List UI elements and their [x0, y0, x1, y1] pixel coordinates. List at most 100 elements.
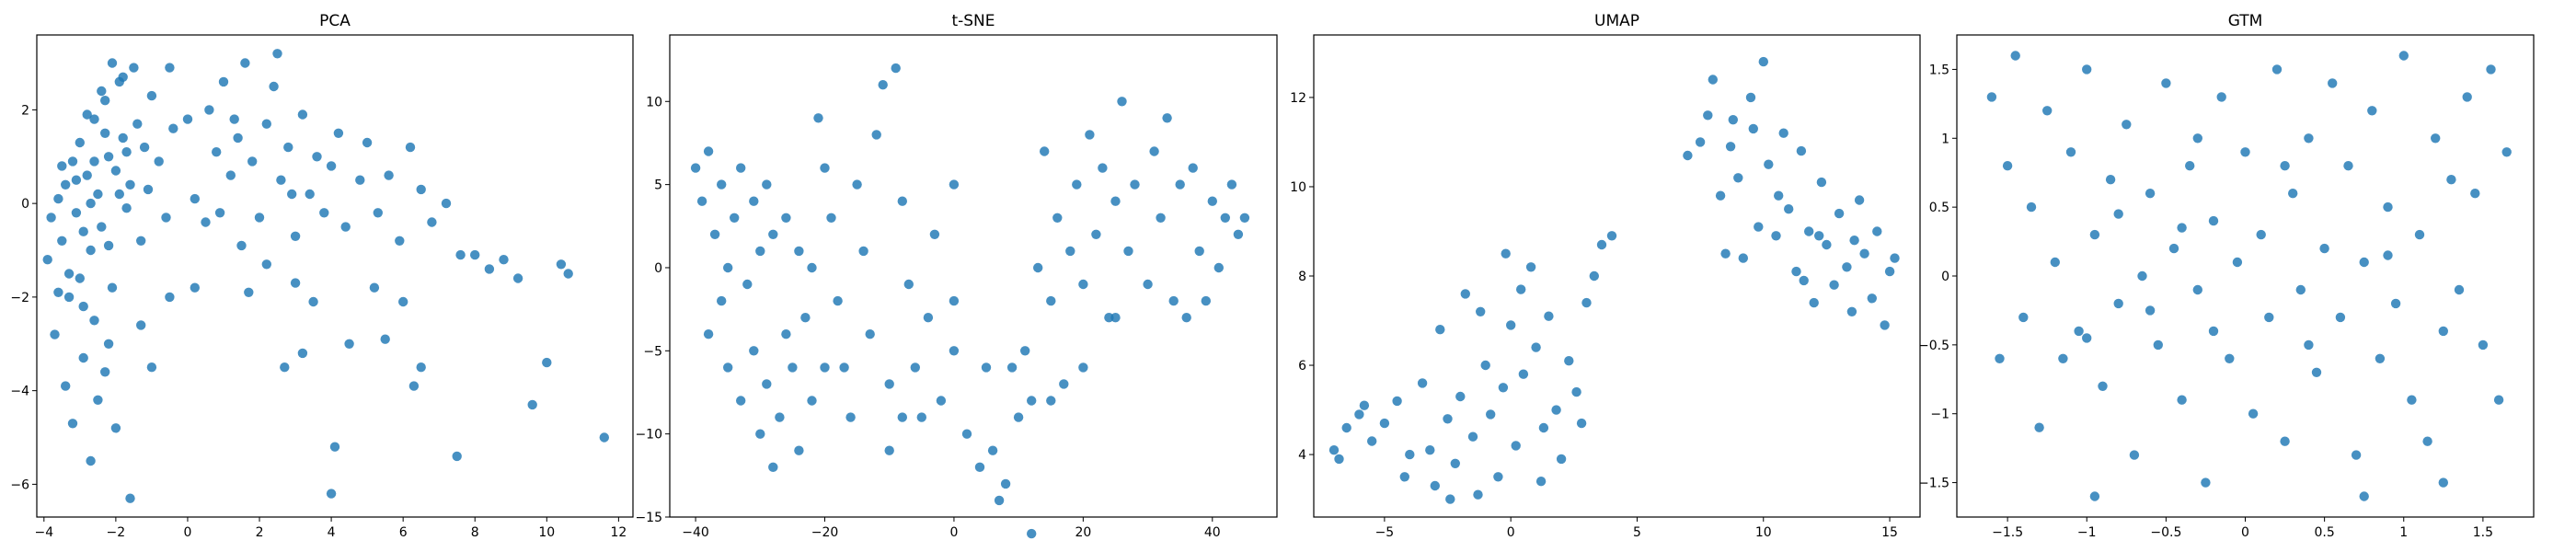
data-point	[1493, 472, 1503, 482]
y-tick-label: 8	[1298, 270, 1306, 284]
data-point	[1425, 445, 1435, 455]
data-point	[78, 226, 88, 236]
data-point	[57, 161, 67, 171]
data-point	[107, 282, 118, 293]
x-tick-label: 8	[471, 525, 479, 540]
data-point	[1117, 97, 1127, 107]
data-point	[225, 170, 236, 180]
y-tick-label: 10	[646, 95, 662, 109]
data-point	[2398, 51, 2409, 61]
data-point	[1359, 400, 1370, 410]
data-point	[75, 273, 86, 283]
data-point	[103, 339, 114, 349]
data-points	[1986, 51, 2512, 501]
data-point	[1480, 360, 1490, 371]
data-point	[2002, 161, 2013, 171]
plot-frame	[36, 34, 634, 518]
data-point	[1207, 196, 1218, 206]
data-point	[1476, 306, 1486, 316]
data-point	[736, 163, 746, 173]
data-point	[2168, 243, 2179, 254]
data-point	[103, 240, 114, 251]
data-point	[871, 130, 881, 140]
data-point	[190, 282, 200, 293]
data-point	[75, 137, 86, 148]
data-point	[218, 76, 229, 87]
data-point	[1754, 222, 1764, 232]
data-point	[1725, 142, 1736, 152]
data-point	[2311, 367, 2322, 377]
data-point	[916, 412, 926, 422]
y-tick-label: −6	[10, 477, 29, 492]
data-point	[212, 147, 222, 157]
data-point	[297, 109, 308, 120]
data-point	[749, 346, 759, 356]
data-point	[1194, 246, 1204, 257]
data-point	[1473, 489, 1483, 500]
data-point	[1156, 213, 1166, 223]
data-point	[308, 296, 318, 307]
data-point	[97, 86, 107, 97]
y-tick-label: −2	[10, 291, 29, 305]
data-point	[1720, 248, 1731, 259]
chart-title: GTM	[2228, 12, 2263, 30]
data-point	[1571, 386, 1581, 397]
data-point	[110, 166, 121, 176]
data-point	[2375, 353, 2386, 363]
data-point	[703, 329, 714, 339]
data-point	[1867, 293, 1878, 304]
data-point	[897, 412, 907, 422]
data-point	[86, 455, 96, 466]
data-point	[362, 137, 373, 148]
data-point	[2414, 229, 2425, 240]
x-tick-label: −5	[1375, 525, 1395, 540]
data-point	[2042, 106, 2053, 116]
data-point	[154, 156, 164, 167]
data-point	[749, 196, 759, 206]
data-point	[168, 123, 178, 133]
x-tick-label: 10	[1755, 525, 1772, 540]
data-point	[1518, 369, 1529, 379]
data-point	[78, 301, 88, 312]
data-point	[233, 132, 243, 144]
data-point	[1872, 226, 1882, 236]
data-point	[2501, 147, 2512, 157]
y-tick-label: −5	[643, 344, 662, 359]
x-tick-label: −2	[107, 525, 126, 540]
data-point	[2454, 284, 2465, 295]
data-point	[2105, 175, 2116, 185]
x-tick-label: 4	[328, 525, 336, 540]
data-point	[690, 163, 701, 173]
y-tick-label: 1.5	[1929, 63, 1949, 77]
x-tick-label: −0.5	[2150, 525, 2181, 540]
data-point	[2304, 339, 2314, 351]
data-point	[1535, 477, 1547, 487]
data-point	[2486, 64, 2496, 75]
data-point	[755, 429, 765, 439]
data-point	[736, 396, 746, 406]
data-point	[1220, 213, 1231, 223]
data-point	[427, 217, 437, 227]
data-point	[2208, 326, 2219, 337]
data-points	[42, 49, 609, 503]
y-tick-label: 2	[21, 103, 29, 118]
x-tick-label: 0	[1507, 525, 1515, 540]
data-point	[1556, 454, 1567, 465]
data-point	[1834, 208, 1845, 219]
data-point	[100, 367, 110, 377]
data-point	[1501, 248, 1511, 259]
data-point	[319, 208, 329, 218]
data-point	[269, 81, 279, 92]
data-point	[2010, 51, 2020, 61]
data-point	[2192, 284, 2202, 295]
data-point	[563, 269, 573, 279]
chart-panel-umap: UMAP −5 0 5 10 15 4 6 8 10 12	[1290, 12, 1921, 540]
data-point	[2431, 133, 2441, 144]
y-tick-label: 0	[1941, 270, 1949, 284]
data-point	[53, 193, 63, 204]
data-point	[121, 203, 132, 213]
data-point	[261, 259, 271, 270]
data-point	[910, 362, 920, 373]
data-point	[244, 287, 254, 297]
x-tick-label: 10	[538, 525, 555, 540]
